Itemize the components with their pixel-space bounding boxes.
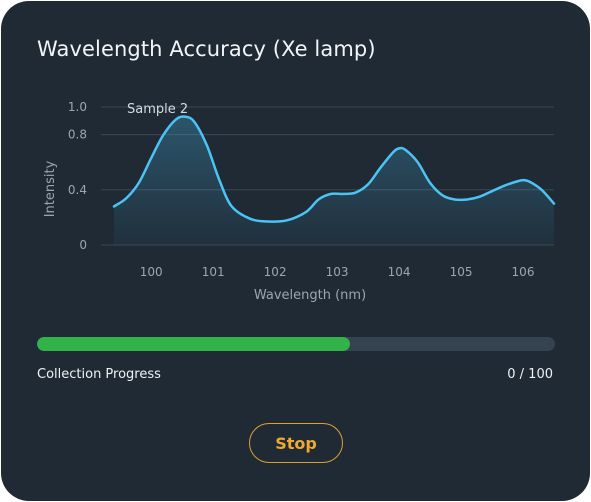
x-tick-label: 103 xyxy=(326,265,349,279)
y-tick-label: 0.8 xyxy=(68,128,87,142)
series-area xyxy=(114,116,554,245)
x-tick-label: 101 xyxy=(202,265,225,279)
stop-button[interactable]: Stop xyxy=(249,423,343,463)
x-tick-label: 104 xyxy=(388,265,411,279)
progress-bar xyxy=(37,337,555,351)
y-axis-label: Intensity xyxy=(43,160,58,217)
x-axis-label: Wavelength (nm) xyxy=(254,288,366,303)
x-tick-label: 100 xyxy=(140,265,163,279)
y-tick-label: 1.0 xyxy=(68,100,87,114)
progress-label: Collection Progress xyxy=(37,367,161,382)
x-tick-label: 106 xyxy=(512,265,535,279)
series-line xyxy=(112,115,556,223)
progress-count: 0 / 100 xyxy=(507,367,553,382)
intensity-chart: 0 0.4 0.8 1.0 100 101 102 103 104 105 106 Wavelengt… xyxy=(43,100,556,303)
y-tick-label: 0 xyxy=(79,238,87,252)
progress-bar-fill xyxy=(37,337,351,351)
series-annotation: Sample 2 xyxy=(127,102,188,117)
panel-title: Wavelength Accuracy (Xe lamp) xyxy=(37,37,376,61)
y-tick-label: 0.4 xyxy=(68,183,87,197)
x-tick-label: 102 xyxy=(264,265,287,279)
x-tick-label: 105 xyxy=(450,265,473,279)
